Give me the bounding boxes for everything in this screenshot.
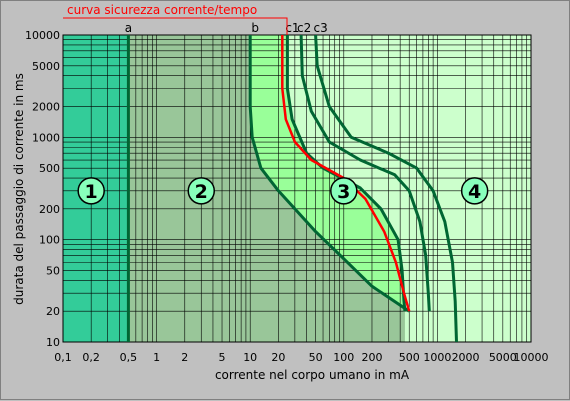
y-tick-label: 200 [39, 203, 60, 216]
x-tick-label: 200 [361, 351, 382, 364]
plot-border [62, 34, 532, 343]
x-tick-label: 100 [333, 351, 354, 364]
zone-2-area [128, 35, 410, 342]
x-tick-label: 2000 [452, 351, 480, 364]
zone-2-badge [187, 177, 216, 205]
zone-3-badge [330, 177, 358, 205]
curve-b [248, 35, 411, 313]
zone-1-badge [77, 177, 105, 205]
x-tick-label: 20 [271, 351, 285, 364]
curve-c2 [299, 34, 431, 312]
x-tick-label: 10 [243, 351, 257, 364]
zone-1-label: 1 [85, 181, 98, 203]
y-tick-label: 5000 [32, 60, 60, 73]
y-tick-label: 500 [39, 162, 60, 175]
grid-layer [62, 34, 532, 343]
x-tick-label: 2 [181, 351, 188, 364]
curve-label-c2: c2 [297, 21, 311, 35]
zone-4-badge [460, 177, 489, 205]
x-tick-label: 5 [219, 351, 226, 364]
zones-layer [63, 35, 531, 342]
curve-label-b: b [251, 21, 259, 35]
title-underline [63, 17, 288, 35]
x-tick-label: 50 [309, 351, 323, 364]
x-tick-label: 5000 [489, 351, 517, 364]
x-axis-label: corrente nel corpo umano in mA [215, 368, 410, 382]
curve-c1 [285, 35, 407, 312]
zone-2-label: 2 [195, 181, 208, 203]
x-tick-label: 1000 [423, 351, 451, 364]
y-axis-label: durata del passaggio di corrente in ms [12, 73, 26, 305]
zone-3-label: 3 [337, 181, 350, 203]
curve-label-a: a [125, 21, 132, 35]
y-tick-label: 2000 [32, 101, 60, 114]
x-tick-label: 0,5 [120, 351, 138, 364]
ticks-layer: 0,1 0,2 0,5 1 2 5 10 20 50 100 200 500 1000 2000 50001… [25, 29, 549, 364]
y-tick-label: 100 [39, 234, 60, 247]
y-tick-label: 10000 [25, 29, 60, 42]
curve-label-c3: c3 [314, 21, 328, 35]
x-tick-label: 500 [399, 351, 420, 364]
x-tick-label: 1 [153, 351, 160, 364]
x-tick-label: 10000 [514, 351, 549, 364]
y-tick-label: 20 [46, 305, 60, 318]
y-tick-label: 10 [46, 336, 60, 349]
x-tick-label: 0,2 [82, 351, 100, 364]
y-tick-label: 1000 [32, 131, 60, 144]
curve-label-c1: c1 [285, 21, 299, 35]
y-tick-label: 50 [46, 264, 60, 277]
zone-labels-layer: 1 2 3 4 [77, 177, 489, 205]
x-tick-label: 0,1 [54, 351, 72, 364]
curve-c3 [314, 34, 458, 343]
zone-4-label: 4 [468, 181, 481, 203]
chart-title: curva sicurezza corrente/tempo [67, 3, 257, 17]
